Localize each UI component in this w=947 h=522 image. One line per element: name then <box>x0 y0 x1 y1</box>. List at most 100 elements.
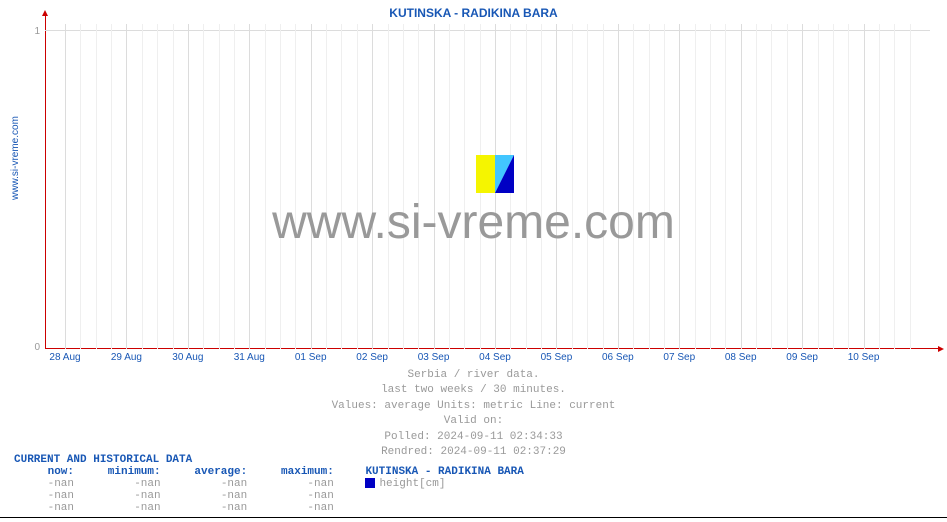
grid-line-v <box>556 24 557 349</box>
grid-line-v <box>372 24 373 349</box>
x-tick-label: 07 Sep <box>663 352 695 363</box>
cell: -nan <box>254 478 334 490</box>
cell: -nan <box>167 502 247 514</box>
grid-line-minor <box>787 24 788 349</box>
grid-line-minor <box>818 24 819 349</box>
grid-line-minor <box>203 24 204 349</box>
grid-line-minor <box>587 24 588 349</box>
grid-line-v <box>741 24 742 349</box>
grid-line-minor <box>96 24 97 349</box>
grid-line-minor <box>572 24 573 349</box>
y-tick-0: 0 <box>34 342 40 353</box>
grid-line-minor <box>649 24 650 349</box>
x-tick-label: 05 Sep <box>541 352 573 363</box>
grid-line-minor <box>295 24 296 349</box>
grid-line-v <box>311 24 312 349</box>
x-tick-label: 04 Sep <box>479 352 511 363</box>
grid-line-minor <box>418 24 419 349</box>
grid-line-minor <box>725 24 726 349</box>
grid-line-minor <box>541 24 542 349</box>
grid-line-minor <box>464 24 465 349</box>
grid-line-minor <box>80 24 81 349</box>
grid-line-minor <box>449 24 450 349</box>
col-max: maximum: <box>254 466 334 478</box>
grid-line-minor <box>111 24 112 349</box>
grid-line-minor <box>142 24 143 349</box>
x-tick-label: 02 Sep <box>356 352 388 363</box>
table-row: -nan -nan -nan -nan <box>14 502 524 514</box>
table-row: -nan -nan -nan -nan height[cm] <box>14 478 524 490</box>
grid-line-minor <box>265 24 266 349</box>
meta-line: Values: average Units: metric Line: curr… <box>0 399 947 414</box>
x-tick-label: 10 Sep <box>848 352 880 363</box>
x-tick-label: 01 Sep <box>295 352 327 363</box>
grid-line-minor <box>280 24 281 349</box>
x-axis <box>45 348 940 349</box>
grid-line-v <box>679 24 680 349</box>
x-tick-label: 08 Sep <box>725 352 757 363</box>
cell: -nan <box>81 490 161 502</box>
cell: -nan <box>254 502 334 514</box>
grid-line-minor <box>695 24 696 349</box>
grid-line-minor <box>879 24 880 349</box>
chart-metadata: Serbia / river data. last two weeks / 30… <box>0 368 947 460</box>
grid-line-minor <box>664 24 665 349</box>
grid-line-minor <box>848 24 849 349</box>
cell: -nan <box>14 478 74 490</box>
grid-line-minor <box>833 24 834 349</box>
grid-line-minor <box>526 24 527 349</box>
grid-line-v <box>249 24 250 349</box>
data-table: CURRENT AND HISTORICAL DATA now: minimum… <box>14 454 524 514</box>
x-tick-label: 09 Sep <box>786 352 818 363</box>
grid-line-minor <box>326 24 327 349</box>
grid-line-minor <box>357 24 358 349</box>
col-avg: average: <box>167 466 247 478</box>
x-tick-label: 30 Aug <box>172 352 203 363</box>
grid-line-minor <box>633 24 634 349</box>
cell: -nan <box>14 502 74 514</box>
grid-line-minor <box>157 24 158 349</box>
grid-line-v <box>434 24 435 349</box>
cell: -nan <box>254 490 334 502</box>
x-tick-label: 28 Aug <box>49 352 80 363</box>
x-tick-label: 29 Aug <box>111 352 142 363</box>
grid-line-h <box>45 30 930 31</box>
grid-line-minor <box>234 24 235 349</box>
grid-line-minor <box>710 24 711 349</box>
grid-line-v <box>618 24 619 349</box>
legend-color-icon <box>365 478 375 488</box>
grid-line-v <box>864 24 865 349</box>
grid-line-v <box>65 24 66 349</box>
chart-container: www.si-vreme.com KUTINSKA - RADIKINA BAR… <box>0 0 947 522</box>
grid-line-minor <box>771 24 772 349</box>
y-axis-label: www.si-vreme.com <box>10 116 21 200</box>
cell: -nan <box>167 490 247 502</box>
meta-line: last two weeks / 30 minutes. <box>0 383 947 398</box>
grid-line-minor <box>756 24 757 349</box>
series-name: KUTINSKA - RADIKINA BARA <box>340 466 523 478</box>
grid-line-minor <box>219 24 220 349</box>
cell: -nan <box>14 490 74 502</box>
grid-line-minor <box>603 24 604 349</box>
watermark-text: www.si-vreme.com <box>0 195 947 250</box>
y-axis-arrow-icon <box>42 10 48 16</box>
col-now: now: <box>14 466 74 478</box>
meta-line: Polled: 2024-09-11 02:34:33 <box>0 430 947 445</box>
meta-line: Serbia / river data. <box>0 368 947 383</box>
cell: -nan <box>167 478 247 490</box>
table-header: CURRENT AND HISTORICAL DATA <box>14 454 524 466</box>
grid-line-minor <box>341 24 342 349</box>
x-tick-label: 06 Sep <box>602 352 634 363</box>
table-row: -nan -nan -nan -nan <box>14 490 524 502</box>
series-unit: height[cm] <box>340 478 445 490</box>
x-axis-arrow-icon <box>938 346 944 352</box>
grid-line-v <box>126 24 127 349</box>
cell: -nan <box>81 478 161 490</box>
table-columns-row: now: minimum: average: maximum: KUTINSKA… <box>14 466 524 478</box>
y-tick-1: 1 <box>34 26 40 37</box>
x-tick-label: 03 Sep <box>418 352 450 363</box>
grid-line-v <box>802 24 803 349</box>
footer-divider <box>0 517 947 518</box>
meta-line: Valid on: <box>0 414 947 429</box>
grid-line-minor <box>388 24 389 349</box>
